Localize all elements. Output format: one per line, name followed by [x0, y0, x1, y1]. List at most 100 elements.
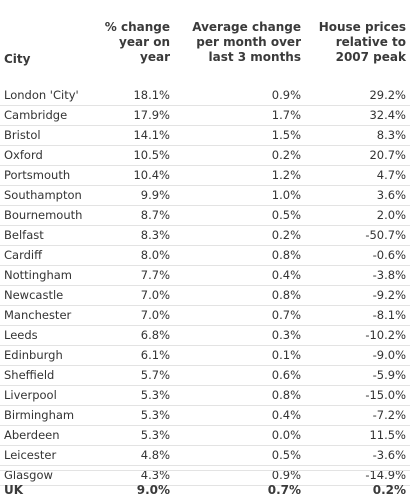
cell-avg-3-months: 0.7% — [271, 308, 301, 322]
cell-year-on-year: 4.8% — [140, 448, 170, 462]
table-row-total: UK 9.0% 0.7% 0.2% — [0, 481, 410, 500]
cell-city: Edinburgh — [4, 348, 63, 362]
cell-year-on-year: 9.9% — [140, 188, 170, 202]
header-avg-3-months: Average change per month over last 3 mon… — [171, 20, 301, 65]
header-city: City — [4, 52, 31, 66]
cell-avg-3-months: 0.3% — [271, 328, 301, 342]
cell-vs-2007-peak: -9.0% — [372, 348, 406, 362]
cell-city: Sheffield — [4, 368, 55, 382]
cell-vs-2007-peak: 2.0% — [376, 208, 406, 222]
cell-year-on-year: 10.4% — [133, 168, 170, 182]
table-row: Glasgow 4.3% 0.9% -14.9% — [0, 466, 410, 486]
cell-city: Bristol — [4, 128, 41, 142]
header-line: % change — [104, 20, 170, 34]
cell-year-on-year: 5.3% — [140, 388, 170, 402]
cell-city: Newcastle — [4, 288, 64, 302]
cell-year-on-year: 17.9% — [133, 108, 170, 122]
cell-city: UK — [4, 483, 24, 497]
table-row: Cambridge 17.9% 1.7% 32.4% — [0, 106, 410, 126]
cell-avg-3-months: 0.0% — [271, 428, 301, 442]
cell-vs-2007-peak: -3.6% — [372, 448, 406, 462]
cell-avg-3-months: 1.5% — [271, 128, 301, 142]
cell-city: Portsmouth — [4, 168, 71, 182]
header-year-on-year: % change year on year — [60, 20, 170, 65]
cell-vs-2007-peak: 11.5% — [369, 428, 406, 442]
cell-vs-2007-peak: -3.8% — [372, 268, 406, 282]
table-row: Nottingham 7.7% 0.4% -3.8% — [0, 266, 410, 286]
header-line: relative to — [335, 35, 406, 49]
cell-city: Cardiff — [4, 248, 43, 262]
cell-year-on-year: 8.3% — [140, 228, 170, 242]
table-row: Edinburgh 6.1% 0.1% -9.0% — [0, 346, 410, 366]
cell-year-on-year: 10.5% — [133, 148, 170, 162]
cell-year-on-year: 7.0% — [140, 288, 170, 302]
cell-avg-3-months: 1.7% — [271, 108, 301, 122]
header-line: last 3 months — [208, 50, 301, 64]
cell-avg-3-months: 0.8% — [271, 288, 301, 302]
table-row: Liverpool 5.3% 0.8% -15.0% — [0, 386, 410, 406]
header-line: year on — [119, 35, 170, 49]
table-row: Birmingham 5.3% 0.4% -7.2% — [0, 406, 410, 426]
cell-vs-2007-peak: -5.9% — [372, 368, 406, 382]
cell-avg-3-months: 0.2% — [271, 228, 301, 242]
cell-vs-2007-peak: 0.2% — [372, 483, 406, 497]
table-row: Oxford 10.5% 0.2% 20.7% — [0, 146, 410, 166]
cell-year-on-year: 5.3% — [140, 408, 170, 422]
cell-city: Glasgow — [4, 468, 53, 482]
cell-avg-3-months: 0.4% — [271, 408, 301, 422]
table-row: Belfast 8.3% 0.2% -50.7% — [0, 226, 410, 246]
header-line: Average change — [192, 20, 301, 34]
cell-avg-3-months: 0.5% — [271, 208, 301, 222]
cell-vs-2007-peak: 29.2% — [369, 88, 406, 102]
table-row: Southampton 9.9% 1.0% 3.6% — [0, 186, 410, 206]
total-divider — [0, 470, 410, 471]
cell-avg-3-months: 0.4% — [271, 268, 301, 282]
cell-city: Southampton — [4, 188, 82, 202]
cell-vs-2007-peak: 3.6% — [376, 188, 406, 202]
cell-avg-3-months: 1.0% — [271, 188, 301, 202]
cell-avg-3-months: 0.8% — [271, 248, 301, 262]
cell-city: London 'City' — [4, 88, 79, 102]
cell-year-on-year: 7.0% — [140, 308, 170, 322]
cell-vs-2007-peak: -7.2% — [372, 408, 406, 422]
cell-avg-3-months: 0.5% — [271, 448, 301, 462]
cell-city: Aberdeen — [4, 428, 60, 442]
cell-vs-2007-peak: 32.4% — [369, 108, 406, 122]
cell-city: Leeds — [4, 328, 38, 342]
table-row: Aberdeen 5.3% 0.0% 11.5% — [0, 426, 410, 446]
table-row: Portsmouth 10.4% 1.2% 4.7% — [0, 166, 410, 186]
cell-vs-2007-peak: 8.3% — [376, 128, 406, 142]
table-header: City % change year on year Average chang… — [0, 14, 410, 72]
cell-avg-3-months: 1.2% — [271, 168, 301, 182]
cell-year-on-year: 4.3% — [140, 468, 170, 482]
table-row: Sheffield 5.7% 0.6% -5.9% — [0, 366, 410, 386]
cell-year-on-year: 5.7% — [140, 368, 170, 382]
table-row: Leicester 4.8% 0.5% -3.6% — [0, 446, 410, 466]
cell-vs-2007-peak: -14.9% — [365, 468, 406, 482]
cell-vs-2007-peak: -15.0% — [365, 388, 406, 402]
table-row: Bournemouth 8.7% 0.5% 2.0% — [0, 206, 410, 226]
table-row: Bristol 14.1% 1.5% 8.3% — [0, 126, 410, 146]
cell-avg-3-months: 0.2% — [271, 148, 301, 162]
cell-avg-3-months: 0.1% — [271, 348, 301, 362]
cell-city: Manchester — [4, 308, 72, 322]
cell-avg-3-months: 0.9% — [271, 468, 301, 482]
cell-year-on-year: 6.1% — [140, 348, 170, 362]
cell-city: Cambridge — [4, 108, 68, 122]
cell-vs-2007-peak: -9.2% — [372, 288, 406, 302]
cell-avg-3-months: 0.6% — [271, 368, 301, 382]
table-row: Newcastle 7.0% 0.8% -9.2% — [0, 286, 410, 306]
header-vs-2007-peak: House prices relative to 2007 peak — [296, 20, 406, 65]
cell-avg-3-months: 0.8% — [271, 388, 301, 402]
header-line: per month over — [196, 35, 301, 49]
cell-avg-3-months: 0.9% — [271, 88, 301, 102]
cell-vs-2007-peak: 20.7% — [369, 148, 406, 162]
cell-city: Oxford — [4, 148, 43, 162]
table-row: Cardiff 8.0% 0.8% -0.6% — [0, 246, 410, 266]
table-row: Leeds 6.8% 0.3% -10.2% — [0, 326, 410, 346]
cell-vs-2007-peak: -8.1% — [372, 308, 406, 322]
cell-city: Birmingham — [4, 408, 75, 422]
cell-year-on-year: 8.0% — [140, 248, 170, 262]
table-row: Manchester 7.0% 0.7% -8.1% — [0, 306, 410, 326]
cell-year-on-year: 18.1% — [133, 88, 170, 102]
